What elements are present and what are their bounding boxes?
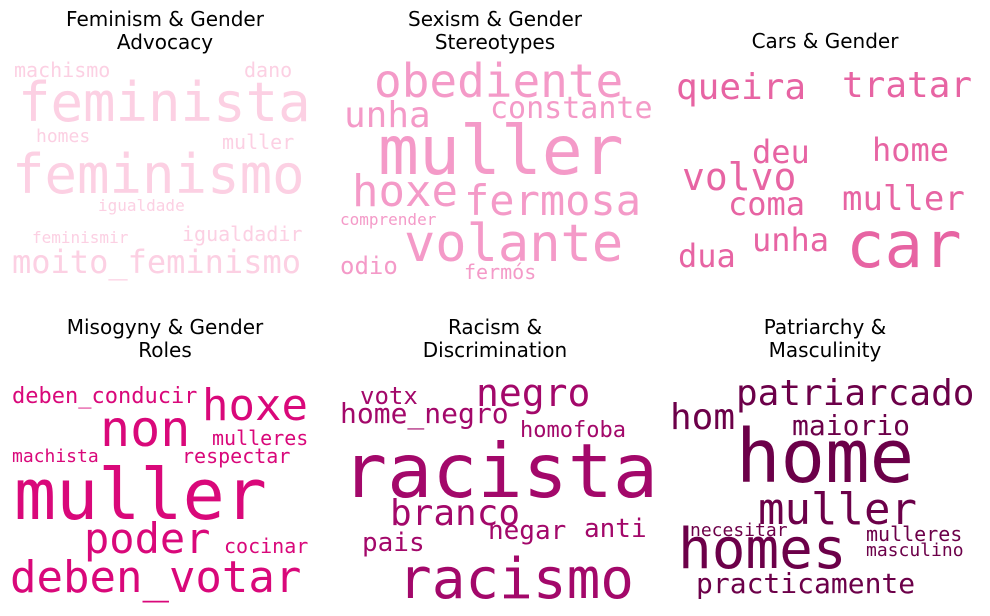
cloud-word: practicamente	[696, 567, 916, 600]
cloud-word: racismo	[398, 547, 635, 612]
panel-title: Masculinity	[768, 338, 882, 362]
cloud-word: odio	[340, 252, 398, 280]
cloud-word: racista	[342, 427, 659, 515]
cloud-word: igualdadir	[182, 222, 303, 246]
cloud-word: deben_votar	[10, 552, 302, 603]
panel-title: Sexism & Gender	[408, 7, 582, 31]
cloud-word: hoxe	[202, 380, 308, 431]
cloud-word: necesitar	[690, 520, 788, 541]
cloud-word: comprender	[340, 210, 437, 229]
cloud-word: anti	[584, 514, 647, 544]
cloud-word: poder	[84, 514, 211, 563]
cloud-word: hoxe	[352, 166, 458, 217]
cloud-word: fermosa	[464, 176, 642, 225]
word-cloud-panel: Patriarchy & Masculinity home homes muller pa…	[660, 308, 990, 616]
cloud-word: queira	[676, 67, 807, 108]
cloud-word: negro	[476, 371, 591, 415]
panel-title: Roles	[138, 338, 192, 362]
cloud-word: feminismo	[12, 143, 305, 206]
cloud-word: coma	[728, 185, 806, 223]
cloud-word: feminismir	[32, 228, 129, 247]
panel-title: Patriarchy &	[763, 315, 887, 339]
cloud-word: respectar	[182, 444, 291, 468]
cloud-word: home	[736, 414, 915, 500]
cloud-word: moito_feminismo	[12, 243, 301, 281]
panel-title: Cars & Gender	[751, 29, 899, 53]
word-cloud-panel: Racism & Discrimination racista racismo negr…	[330, 308, 660, 616]
panel-title: Discrimination	[422, 338, 568, 362]
cloud-word: branco	[390, 493, 521, 534]
cloud-word: igualdade	[98, 196, 185, 215]
cloud-word: muller	[222, 130, 295, 154]
cloud-word: home	[872, 131, 950, 169]
panel-title: Stereotypes	[434, 30, 556, 54]
cloud-word: hom	[670, 397, 736, 438]
cloud-word: volante	[404, 214, 624, 274]
cloud-word: mulleres	[866, 522, 963, 546]
cloud-word: homes	[36, 126, 91, 147]
cloud-word: muller	[758, 484, 917, 535]
cloud-word: home_negro	[340, 397, 509, 430]
panel-title: Advocacy	[116, 30, 214, 54]
panel-title: Feminism & Gender	[66, 7, 264, 31]
cloud-word: volvo	[682, 155, 797, 199]
cloud-word: dano	[244, 58, 293, 82]
panel-title: Misogyny & Gender	[66, 315, 264, 339]
cloud-word: deu	[752, 133, 810, 171]
cloud-word: machista	[12, 446, 99, 467]
cloud-word: muller	[378, 112, 624, 191]
cloud-word: muller	[842, 179, 965, 219]
cloud-word: constante	[490, 91, 653, 126]
cloud-word: votx	[360, 382, 418, 410]
cloud-word: unha	[344, 95, 431, 136]
cloud-word: negar	[488, 516, 567, 546]
cloud-word: mulleres	[212, 426, 309, 450]
cloud-word: pais	[362, 528, 425, 558]
word-cloud-panel: Cars & Gender car queira tratar volvo muller h…	[660, 0, 990, 308]
cloud-word: deben_conducir	[12, 384, 198, 409]
cloud-word: obediente	[374, 54, 624, 108]
cloud-word: dua	[678, 237, 736, 275]
cloud-word: cocinar	[224, 534, 309, 558]
cloud-word: feminista	[18, 71, 311, 134]
cloud-word: non	[100, 400, 191, 458]
cloud-word: muller	[14, 454, 267, 536]
cloud-word: homes	[678, 517, 847, 582]
cloud-word: fermós	[464, 260, 537, 284]
word-cloud-panel: Feminism & Gender Advocacy feminista femini…	[0, 0, 330, 308]
word-cloud-panel: Misogyny & Gender Roles muller non deben_vot…	[0, 308, 330, 616]
cloud-word: patriarcado	[736, 373, 975, 414]
panel-title: Racism &	[447, 315, 543, 339]
cloud-word: masculino	[866, 540, 964, 561]
cloud-word: car	[846, 209, 962, 283]
cloud-word: tratar	[842, 65, 973, 106]
cloud-word: maiorio	[792, 409, 911, 442]
cloud-word: homofoba	[520, 418, 626, 443]
cloud-word: machismo	[14, 58, 111, 82]
word-cloud-panel: Sexism & Gender Stereotypes muller obedient…	[330, 0, 660, 308]
cloud-word: unha	[752, 221, 830, 259]
